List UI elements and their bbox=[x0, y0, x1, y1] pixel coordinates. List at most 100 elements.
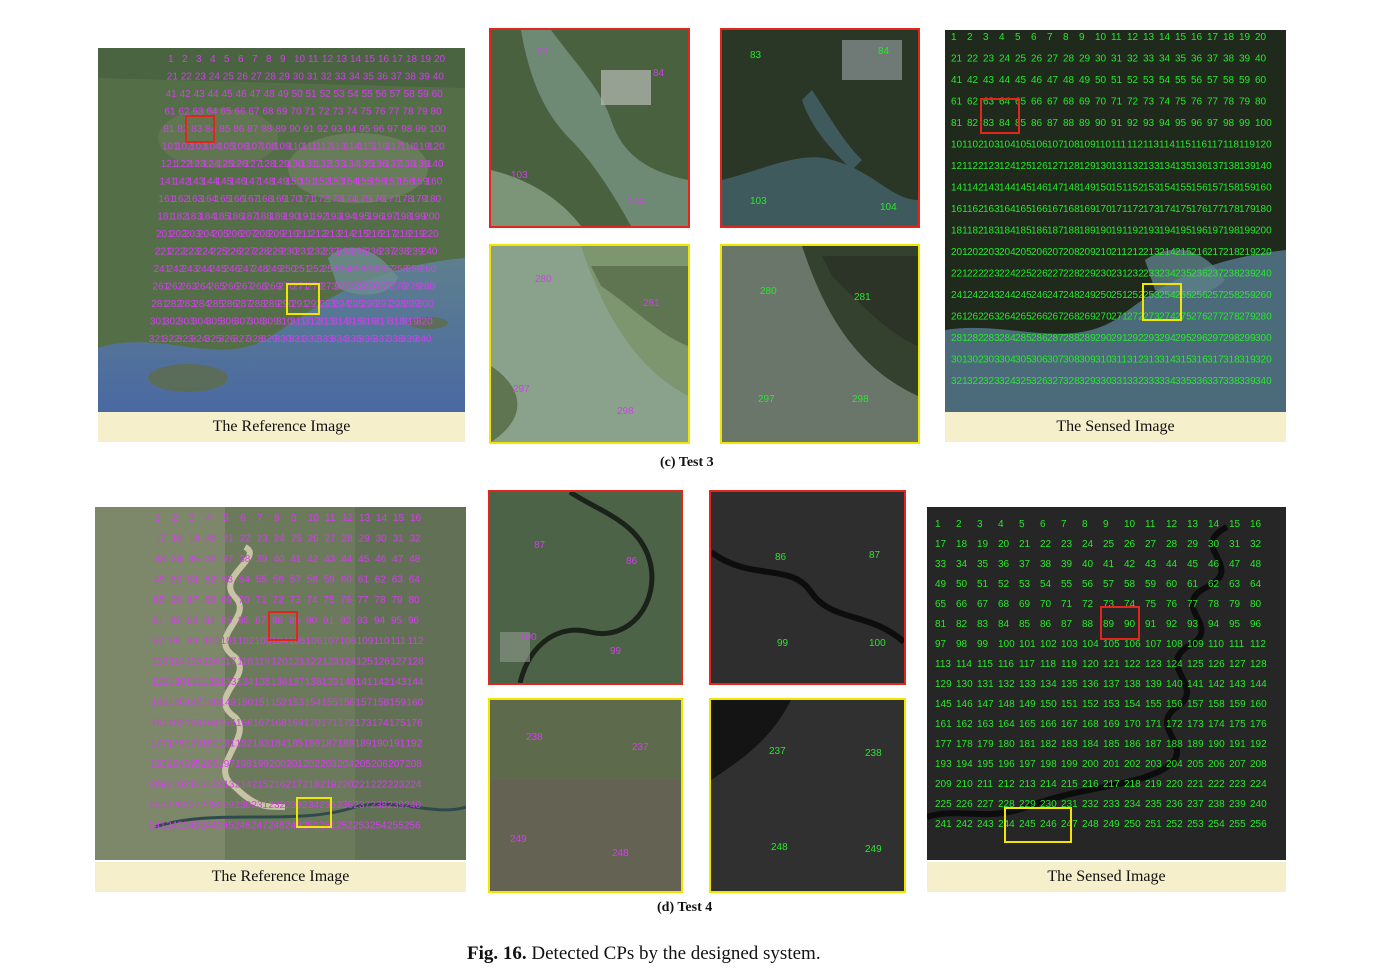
control-point-label: 144 bbox=[1250, 679, 1267, 690]
control-point-label: 154 bbox=[342, 177, 359, 188]
control-point-label: 196 bbox=[1191, 226, 1208, 237]
control-point-label: 187 bbox=[241, 212, 258, 223]
control-point-label: 198 bbox=[1040, 759, 1057, 770]
control-point-label: 312 bbox=[304, 317, 321, 328]
control-point-label: 2 bbox=[956, 519, 962, 530]
control-point-label: 62 bbox=[967, 97, 979, 108]
control-point-label: 222 bbox=[1208, 779, 1225, 790]
control-point-label: 63 bbox=[983, 97, 995, 108]
control-point-label: 69 bbox=[221, 595, 233, 606]
control-point-label: 193 bbox=[150, 759, 167, 770]
control-point-label: 238 bbox=[1223, 269, 1240, 280]
control-point-label: 73 bbox=[332, 107, 344, 118]
control-point-label: 133 bbox=[220, 677, 237, 688]
control-point-label: 104 bbox=[272, 636, 289, 647]
control-point-label: 330 bbox=[1095, 376, 1112, 387]
control-point-label: 251 bbox=[1111, 290, 1128, 301]
control-point-label: 38 bbox=[1040, 559, 1052, 570]
control-point-label: 108 bbox=[340, 636, 357, 647]
control-point-label: 53 bbox=[1143, 75, 1155, 86]
control-point-label: 247 bbox=[251, 821, 268, 832]
control-point-label: 155 bbox=[1145, 699, 1162, 710]
control-point-label: 276 bbox=[362, 282, 379, 293]
control-point-label: 138 bbox=[1124, 679, 1141, 690]
control-point-label: 1 bbox=[935, 519, 941, 530]
control-point-label: 112 bbox=[1250, 639, 1266, 650]
control-point-label: 291 bbox=[1111, 333, 1128, 344]
control-point-label: 103 bbox=[1061, 639, 1078, 650]
control-point-label: 116 bbox=[998, 659, 1014, 670]
control-point-label: 39 bbox=[1239, 54, 1251, 65]
control-point-label: 263 bbox=[983, 312, 1000, 323]
control-point-label: 65 bbox=[1015, 97, 1027, 108]
control-point-label: 114 bbox=[344, 142, 360, 153]
control-point-label: 304 bbox=[999, 355, 1016, 366]
control-point-label: 116 bbox=[203, 657, 219, 668]
test3-patch-ref-yellow-pt-2: 281 bbox=[643, 298, 660, 309]
control-point-label: 231 bbox=[295, 247, 312, 258]
control-point-label: 159 bbox=[412, 177, 429, 188]
control-point-label: 22 bbox=[181, 72, 193, 83]
control-point-label: 128 bbox=[1063, 161, 1080, 172]
control-point-label: 160 bbox=[1255, 183, 1272, 194]
control-point-label: 311 bbox=[1111, 355, 1127, 366]
test4-patch-sen-yellow-pt-3: 248 bbox=[771, 842, 788, 853]
control-point-label: 121 bbox=[288, 657, 305, 668]
control-point-label: 212 bbox=[201, 780, 218, 791]
control-point-label: 98 bbox=[1223, 118, 1235, 129]
control-point-label: 10 bbox=[1124, 519, 1136, 530]
control-point-label: 9 bbox=[1103, 519, 1109, 530]
control-point-label: 236 bbox=[365, 247, 382, 258]
control-point-label: 222 bbox=[371, 780, 388, 791]
control-point-label: 120 bbox=[1255, 140, 1272, 151]
control-point-label: 169 bbox=[1103, 719, 1120, 730]
control-point-label: 286 bbox=[1031, 333, 1048, 344]
control-point-label: 190 bbox=[1208, 739, 1225, 750]
control-point-label: 204 bbox=[999, 247, 1016, 258]
control-point-label: 38 bbox=[1223, 54, 1235, 65]
control-point-label: 294 bbox=[1159, 333, 1176, 344]
control-point-label: 253 bbox=[1143, 290, 1160, 301]
control-point-label: 116 bbox=[1191, 140, 1207, 151]
control-point-label: 70 bbox=[1040, 599, 1052, 610]
control-point-label: 171 bbox=[1145, 719, 1162, 730]
control-point-label: 48 bbox=[264, 89, 276, 100]
control-point-label: 4 bbox=[999, 32, 1005, 43]
control-point-label: 178 bbox=[168, 739, 185, 750]
control-point-label: 192 bbox=[1250, 739, 1267, 750]
control-point-label: 112 bbox=[1127, 140, 1143, 151]
control-point-label: 94 bbox=[1208, 619, 1220, 630]
control-point-label: 33 bbox=[1143, 54, 1155, 65]
control-point-label: 100 bbox=[204, 636, 221, 647]
control-point-label: 6 bbox=[240, 513, 246, 524]
control-point-label: 252 bbox=[336, 821, 353, 832]
control-point-label: 261 bbox=[951, 312, 968, 323]
control-point-label: 63 bbox=[1229, 579, 1241, 590]
control-point-label: 82 bbox=[177, 124, 189, 135]
control-point-label: 4 bbox=[206, 513, 212, 524]
control-point-label: 102 bbox=[1040, 639, 1057, 650]
control-point-label: 298 bbox=[1223, 333, 1240, 344]
control-point-label: 338 bbox=[1223, 376, 1240, 387]
control-point-label: 189 bbox=[355, 739, 372, 750]
control-point-label: 233 bbox=[285, 800, 302, 811]
control-point-label: 288 bbox=[249, 299, 266, 310]
control-point-label: 109 bbox=[274, 142, 291, 153]
control-point-label: 170 bbox=[1124, 719, 1141, 730]
figure-caption: Fig. 16. Detected CPs by the designed sy… bbox=[467, 943, 821, 965]
control-point-label: 298 bbox=[389, 299, 406, 310]
control-point-label: 134 bbox=[1159, 161, 1176, 172]
control-point-label: 158 bbox=[1208, 699, 1225, 710]
control-point-label: 156 bbox=[1191, 183, 1208, 194]
control-point-label: 50 bbox=[1095, 75, 1107, 86]
control-point-label: 16 bbox=[378, 54, 390, 65]
control-point-label: 331 bbox=[289, 334, 306, 345]
control-point-label: 188 bbox=[338, 739, 355, 750]
control-point-label: 340 bbox=[415, 334, 432, 345]
test4-patch-sen-yellow-pt-2: 238 bbox=[865, 748, 882, 759]
control-point-label: 49 bbox=[1079, 75, 1091, 86]
control-point-label: 158 bbox=[1223, 183, 1240, 194]
control-point-label: 263 bbox=[180, 282, 197, 293]
control-point-label: 326 bbox=[219, 334, 236, 345]
test4-patch-ref-red-pt-1: 87 bbox=[534, 540, 546, 551]
